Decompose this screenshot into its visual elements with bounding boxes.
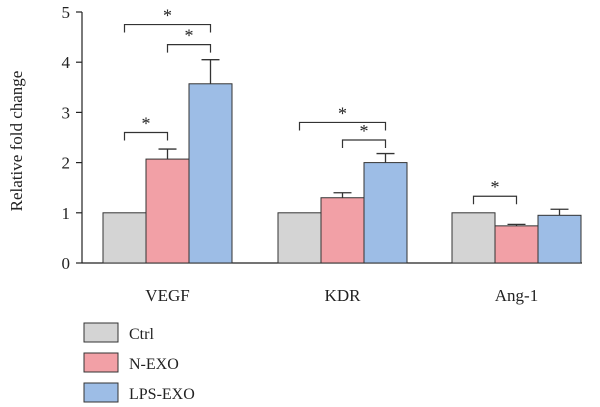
significance-bracket	[298, 121, 387, 131]
error-bars	[158, 59, 569, 226]
bars	[102, 83, 582, 264]
y-tick-label: 0	[62, 254, 71, 273]
bar-lps-exo-vegf	[188, 83, 233, 264]
y-tick-label: 1	[62, 204, 71, 223]
x-category-label: VEGF	[145, 286, 189, 305]
legend-label: Ctrl	[129, 326, 154, 343]
legend-swatch-n-exo	[83, 352, 119, 373]
x-category-label: KDR	[325, 286, 362, 305]
y-tick-label: 2	[62, 154, 71, 173]
legend: Ctrl N-EXO LPS-EXO	[83, 322, 195, 403]
bar-n-exo-ang-1	[494, 225, 539, 264]
category-labels: VEGF KDR Ang-1	[145, 286, 538, 305]
significance-bracket	[341, 139, 387, 149]
legend-swatch-lps-exo	[83, 382, 119, 403]
legend-label: LPS-EXO	[129, 386, 195, 403]
bar-ctrl-ang-1	[451, 212, 496, 264]
significance-bracket	[166, 44, 212, 53]
y-tick-label: 4	[62, 53, 71, 72]
legend-label: N-EXO	[129, 356, 179, 373]
significance-star: *	[163, 6, 172, 26]
significance-star: *	[360, 121, 369, 141]
bar-n-exo-kdr	[320, 197, 365, 264]
significance-star: *	[185, 26, 194, 46]
y-tick-label: 5	[62, 3, 71, 22]
bar-lps-exo-ang-1	[537, 214, 582, 264]
significance-star: *	[491, 177, 500, 197]
significance-bracket	[123, 131, 169, 141]
significance-star: *	[142, 113, 151, 133]
y-tick-label: 3	[62, 103, 71, 122]
bar-ctrl-kdr	[277, 212, 322, 264]
significance-bracket	[123, 23, 212, 33]
bar-ctrl-vegf	[102, 212, 147, 264]
legend-swatch-ctrl	[83, 322, 119, 343]
significance-star: *	[338, 103, 347, 123]
bar-n-exo-vegf	[145, 158, 190, 264]
significance-brackets: * * * * * *	[123, 6, 518, 205]
y-ticks: 0 1 2 3 4 5	[62, 3, 82, 273]
bar-lps-exo-kdr	[363, 162, 408, 264]
x-category-label: Ang-1	[495, 286, 538, 305]
significance-bracket	[472, 195, 518, 205]
y-axis-label: Relative fold change	[7, 71, 26, 212]
